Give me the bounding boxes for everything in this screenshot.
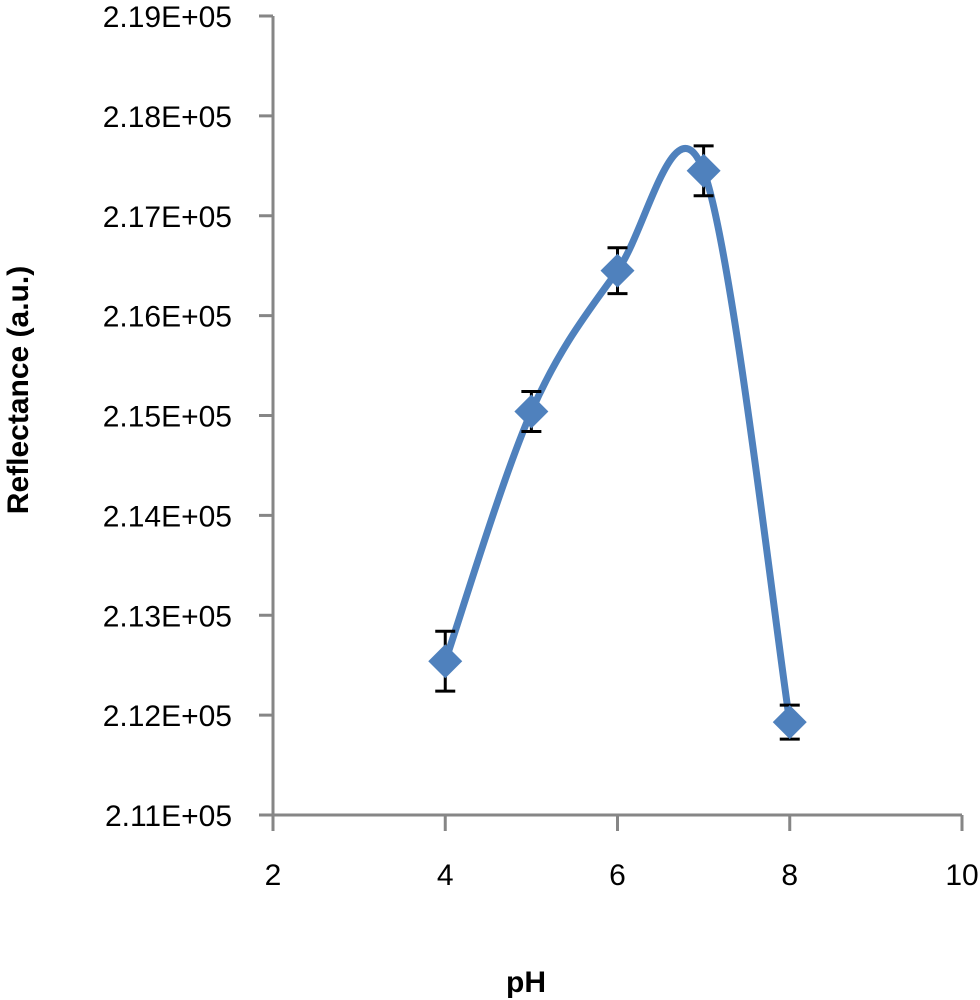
- y-tick-label: 2.14E+05: [103, 500, 232, 533]
- y-axis-title: Reflectance (a.u.): [2, 266, 35, 514]
- data-point: [686, 153, 721, 188]
- series: [428, 144, 807, 741]
- x-axis-title: pH: [506, 966, 546, 999]
- x-tick-label: 4: [437, 859, 454, 892]
- data-point: [428, 644, 463, 679]
- y-tick-label: 2.13E+05: [103, 600, 232, 633]
- axes: [259, 14, 964, 831]
- tick-labels: 2 4 6 8 10 2.11E+05 2.12E+05 2.13E+05 2.14E+05 2.…: [103, 1, 979, 892]
- x-tick-label: 10: [945, 859, 978, 892]
- y-tick-label: 2.19E+05: [103, 1, 232, 34]
- x-tick-label: 2: [265, 859, 282, 892]
- data-point: [772, 705, 807, 740]
- y-tick-label: 2.11E+05: [105, 800, 232, 833]
- y-tick-label: 2.18E+05: [103, 101, 232, 134]
- x-tick-label: 8: [781, 859, 798, 892]
- series-line: [441, 145, 794, 726]
- data-point: [600, 253, 635, 288]
- y-tick-label: 2.12E+05: [103, 700, 232, 733]
- y-tick-label: 2.16E+05: [103, 301, 232, 334]
- data-point: [514, 394, 549, 429]
- y-tick-label: 2.17E+05: [103, 201, 232, 234]
- y-tick-label: 2.15E+05: [103, 401, 232, 434]
- x-tick-label: 6: [609, 859, 626, 892]
